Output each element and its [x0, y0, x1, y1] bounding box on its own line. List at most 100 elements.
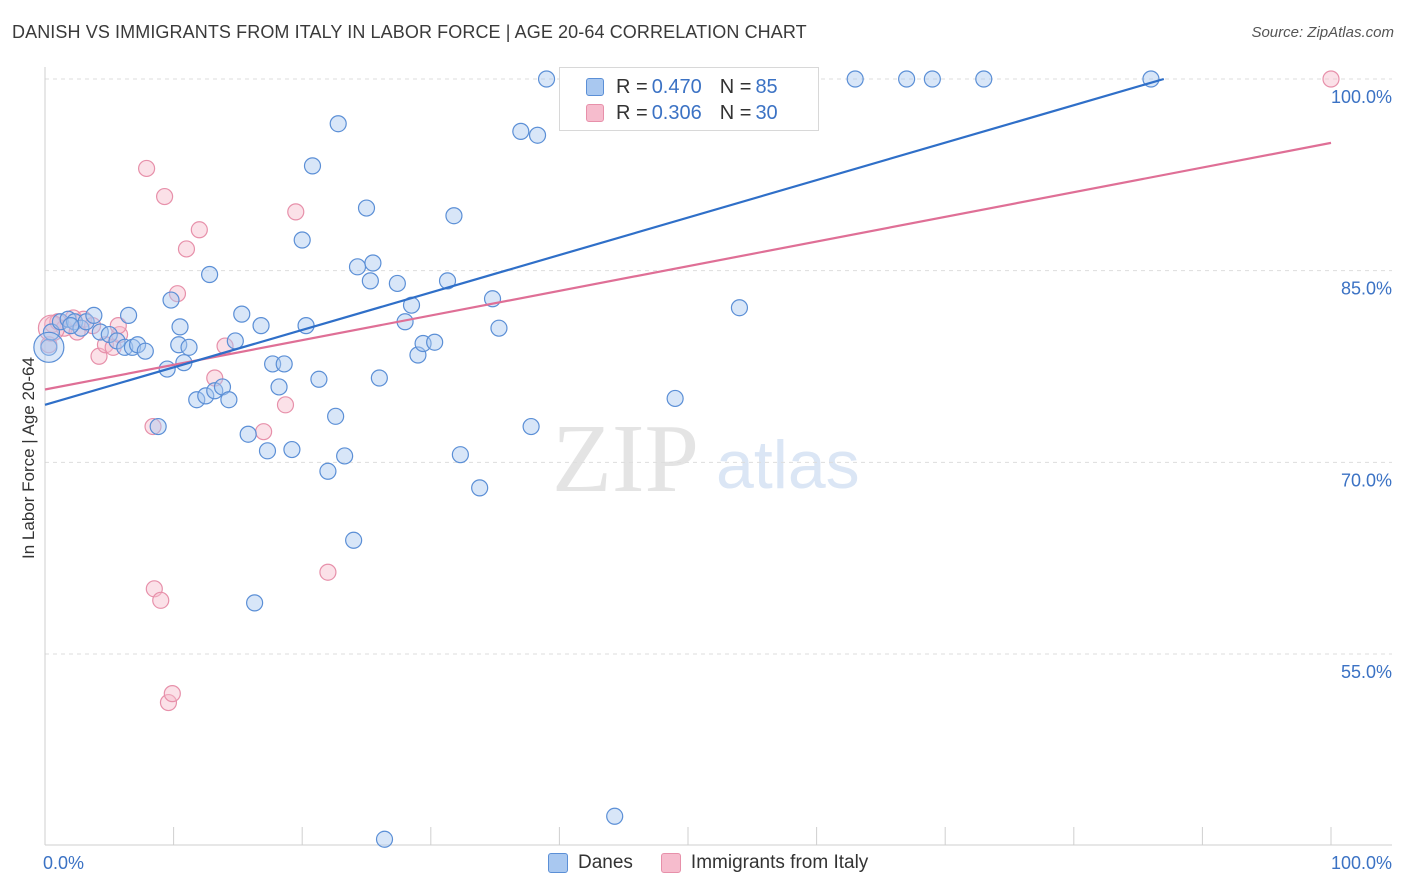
point-danes-82 [171, 318, 189, 336]
point-danes-23 [201, 265, 219, 284]
y-tick-label-100: 100.0% [1331, 87, 1392, 107]
series-danes-points [33, 70, 1160, 848]
point-danes-66 [528, 126, 547, 144]
point-danes-83 [62, 317, 80, 335]
point-danes-43 [329, 115, 347, 133]
point-danes-35 [275, 355, 293, 373]
point-italy-28 [1322, 70, 1340, 88]
legend-label-italy: Immigrants from Italy [690, 852, 869, 873]
point-italy-21 [190, 221, 208, 239]
x-tick-label-left: 0.0% [43, 853, 84, 873]
point-danes-49 [364, 254, 382, 272]
y-tick-label-55: 55.0% [1341, 662, 1392, 682]
point-danes-24 [206, 382, 224, 400]
point-danes-29 [239, 425, 257, 443]
point-danes-46 [348, 258, 367, 276]
trend-line-danes [44, 77, 1165, 406]
point-danes-77 [846, 70, 864, 88]
legend-italy-r-value: 0.306 [651, 101, 702, 124]
point-italy-18 [163, 685, 181, 703]
point-danes-70 [606, 807, 624, 825]
point-danes-21 [188, 391, 206, 409]
point-danes-72 [666, 389, 684, 408]
point-danes-84 [119, 306, 138, 324]
point-danes-37 [293, 231, 311, 249]
point-italy-26 [287, 203, 305, 221]
point-danes-28 [233, 305, 251, 323]
point-danes-48 [361, 272, 379, 290]
legend-item-italy[interactable]: Immigrants from Italy [660, 852, 869, 874]
axes [44, 67, 1392, 846]
point-danes-18 [170, 336, 188, 354]
point-danes-65 [522, 417, 540, 436]
trend-lines [44, 77, 1332, 406]
point-danes-22 [197, 387, 215, 405]
point-danes-50 [370, 369, 388, 387]
point-danes-42 [327, 407, 345, 425]
point-danes-52 [388, 274, 406, 293]
point-danes-75 [730, 299, 749, 317]
point-danes-44 [336, 447, 354, 465]
point-danes-31 [252, 317, 270, 335]
legend-danes-r-value: 0.470 [651, 75, 702, 98]
source-label: Source: ZipAtlas.com [1251, 24, 1394, 41]
point-danes-17 [162, 291, 180, 309]
point-danes-60 [451, 446, 469, 464]
point-italy-19 [168, 285, 187, 303]
point-danes-14 [136, 342, 154, 360]
legend-swatch-italy [586, 104, 604, 122]
legend-row-italy: R = 0.306 N = 30 [586, 101, 778, 125]
point-danes-cluster [33, 331, 65, 363]
point-danes-58 [438, 272, 457, 290]
legend-label-danes: Danes [578, 852, 633, 873]
point-danes-26 [220, 391, 238, 409]
axis-labels: 55.0% 70.0% 85.0% 100.0% 0.0% 100.0% [43, 87, 1392, 873]
series-legend: Danes Immigrants from Italy [548, 852, 896, 874]
y-axis-title: In Labor Force | Age 20-64 [19, 357, 38, 559]
y-tick-label-85: 85.0% [1341, 279, 1392, 299]
point-danes-34 [270, 378, 288, 396]
stats-legend: R = 0.470 N = 85 R = 0.306 N = 30 [559, 67, 819, 131]
point-danes-36 [283, 440, 301, 459]
point-italy-17 [159, 693, 178, 712]
point-italy-27 [319, 563, 337, 581]
point-italy-24 [255, 423, 273, 441]
legend-danes-n-value: 85 [755, 75, 778, 98]
point-danes-47 [357, 199, 376, 217]
y-tick-label-70: 70.0% [1341, 470, 1392, 490]
legend-italy-n-value: 30 [755, 101, 778, 124]
point-italy-15 [152, 591, 170, 609]
point-italy-12 [137, 159, 156, 178]
point-danes-80 [975, 70, 993, 88]
point-danes-20 [180, 338, 198, 356]
legend-danes-r-label: R = [616, 75, 648, 98]
point-danes-63 [490, 319, 508, 337]
point-danes-40 [310, 370, 328, 388]
point-danes-45 [345, 531, 363, 549]
legend-italy-n-label: N = [719, 101, 752, 124]
legend-italy-r-label: R = [616, 101, 648, 124]
point-danes-79 [923, 70, 941, 88]
point-danes-27 [226, 332, 244, 350]
point-danes-59 [445, 207, 463, 225]
trend-line-italy [44, 141, 1332, 391]
point-italy-25 [276, 396, 295, 414]
legend-row-danes: R = 0.470 N = 85 [586, 75, 778, 99]
point-danes-15 [149, 417, 167, 436]
legend-danes-n-label: N = [719, 75, 752, 98]
gridlines [45, 78, 1392, 655]
point-danes-39 [303, 157, 322, 175]
point-danes-64 [512, 122, 530, 140]
point-danes-61 [471, 479, 489, 497]
legend-item-danes[interactable]: Danes [548, 852, 633, 874]
point-italy-20 [177, 240, 196, 258]
point-danes-30 [246, 594, 264, 612]
watermark-zip: ZIP [552, 405, 699, 513]
point-danes-57 [426, 333, 444, 351]
point-danes-78 [898, 70, 916, 88]
x-tick-label-right: 100.0% [1331, 853, 1392, 873]
legend-square-danes [548, 853, 568, 873]
point-danes-7 [85, 306, 103, 324]
point-italy-13 [144, 417, 162, 436]
